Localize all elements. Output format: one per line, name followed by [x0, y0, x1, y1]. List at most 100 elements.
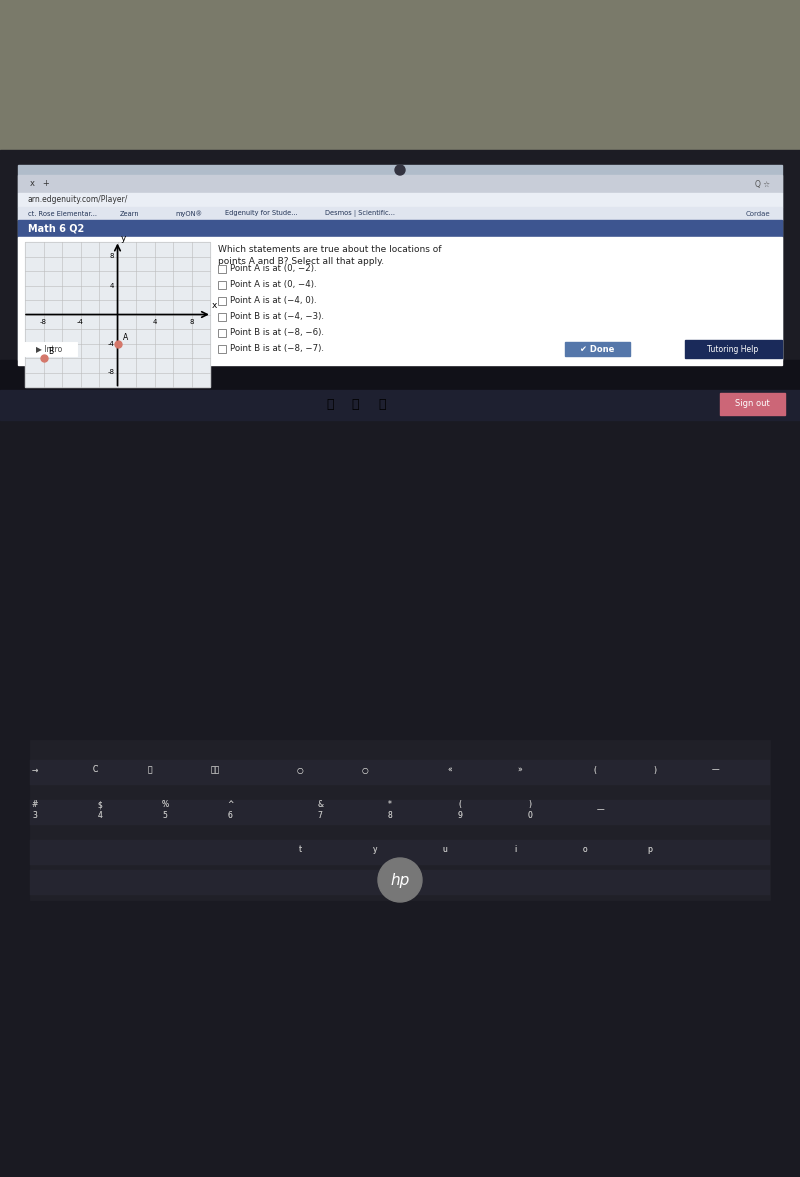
Text: 4: 4 [110, 282, 114, 288]
Bar [30, 760, 770, 785]
Bar [218, 330, 226, 337]
Text: -4: -4 [108, 340, 114, 346]
Text: —: — [596, 805, 604, 814]
Text: ^
6: ^ 6 [227, 800, 233, 819]
Text: *
8: * 8 [388, 800, 392, 819]
Bar [0, 420, 800, 1177]
Text: Point B is at (−8, −7).: Point B is at (−8, −7). [230, 345, 324, 353]
Text: *
8: * 8 [388, 800, 392, 819]
Text: t: t [298, 845, 302, 855]
Bar [30, 740, 770, 900]
Text: y: y [373, 845, 378, 855]
Text: 📄: 📄 [326, 399, 334, 412]
Text: 4: 4 [152, 319, 157, 326]
Bar [218, 345, 226, 353]
Text: Which statements are true about the locations of
points A and B? Select all that: Which statements are true about the loca… [218, 245, 442, 266]
Bar [18, 175, 782, 193]
Text: Q ☆: Q ☆ [755, 180, 770, 188]
Text: Edgenuity for Stude...: Edgenuity for Stude... [225, 211, 298, 217]
Text: ⬛⬛: ⬛⬛ [210, 765, 220, 774]
Text: y: y [373, 845, 378, 855]
Text: ⬜: ⬜ [148, 765, 152, 774]
Bar [565, 343, 630, 355]
Text: Math 6 Q2: Math 6 Q2 [28, 224, 84, 233]
Text: (
9: ( 9 [458, 800, 462, 819]
Text: →: → [32, 765, 38, 774]
Bar [18, 193, 782, 207]
Text: %
5: % 5 [162, 800, 169, 819]
Text: $
4: $ 4 [98, 800, 102, 819]
Text: #
3: # 3 [32, 800, 38, 819]
Text: A: A [122, 332, 128, 341]
Text: —: — [596, 805, 604, 814]
Bar [18, 237, 782, 365]
Text: Point B is at (−4, −3).: Point B is at (−4, −3). [230, 313, 324, 321]
Text: Desmos | Scientific...: Desmos | Scientific... [325, 210, 395, 217]
Text: arn.edgenuity.com/Player/: arn.edgenuity.com/Player/ [28, 195, 128, 205]
Text: &
7: & 7 [317, 800, 323, 819]
Bar [720, 393, 785, 415]
Text: #
3: # 3 [32, 800, 38, 819]
Text: C: C [92, 765, 98, 774]
Text: —: — [711, 765, 719, 774]
Text: x: x [212, 301, 218, 311]
Text: -4: -4 [77, 319, 84, 326]
Text: &
7: & 7 [317, 800, 323, 819]
Text: $
4: $ 4 [98, 800, 102, 819]
Text: »: » [518, 765, 522, 774]
Text: (: ( [594, 765, 597, 774]
Text: ○: ○ [297, 765, 303, 774]
Text: C: C [92, 765, 98, 774]
Bar [18, 207, 782, 220]
Text: Point A is at (0, −2).: Point A is at (0, −2). [230, 265, 317, 273]
Bar [0, 390, 800, 420]
Circle shape [378, 858, 422, 902]
Bar [30, 870, 770, 895]
Text: -8: -8 [40, 319, 47, 326]
Text: )
0: ) 0 [527, 800, 533, 819]
Text: x   +: x + [30, 180, 50, 188]
Bar [30, 800, 770, 825]
Text: ✔ Done: ✔ Done [580, 345, 614, 353]
Text: Tutoring Help: Tutoring Help [707, 345, 758, 353]
Text: t: t [298, 845, 302, 855]
Text: ○: ○ [297, 765, 303, 774]
Bar [0, 0, 800, 149]
Text: »: » [518, 765, 522, 774]
Bar [22, 343, 77, 355]
Bar [685, 340, 782, 358]
Text: (: ( [594, 765, 597, 774]
Bar [218, 313, 226, 321]
Text: Cordae: Cordae [746, 211, 770, 217]
Bar [25, 242, 210, 387]
Text: ○: ○ [362, 765, 368, 774]
Text: «: « [448, 765, 452, 774]
Text: %
5: % 5 [162, 800, 169, 819]
Text: ct. Rose Elementar...: ct. Rose Elementar... [28, 211, 97, 217]
Text: Point A is at (−4, 0).: Point A is at (−4, 0). [230, 297, 317, 306]
Text: Point A is at (0, −4).: Point A is at (0, −4). [230, 280, 317, 290]
Text: ): ) [654, 765, 657, 774]
Text: 🌐: 🌐 [378, 399, 386, 412]
Text: u: u [442, 845, 447, 855]
Bar [0, 0, 800, 320]
Text: (
9: ( 9 [458, 800, 462, 819]
Text: ○: ○ [362, 765, 368, 774]
Bar [0, 149, 800, 390]
Text: u: u [442, 845, 447, 855]
Text: -8: -8 [107, 370, 114, 375]
Text: p: p [647, 845, 653, 855]
Bar [218, 265, 226, 273]
Text: o: o [582, 845, 587, 855]
Text: ): ) [654, 765, 657, 774]
Bar [18, 165, 782, 360]
Text: 8: 8 [110, 253, 114, 259]
Text: )
0: ) 0 [527, 800, 533, 819]
Text: 8: 8 [190, 319, 194, 326]
Bar [18, 220, 782, 237]
Text: ⬜: ⬜ [148, 765, 152, 774]
Text: i: i [514, 845, 516, 855]
Text: o: o [582, 845, 587, 855]
Text: myON®: myON® [175, 211, 202, 217]
Text: ^
6: ^ 6 [227, 800, 233, 819]
